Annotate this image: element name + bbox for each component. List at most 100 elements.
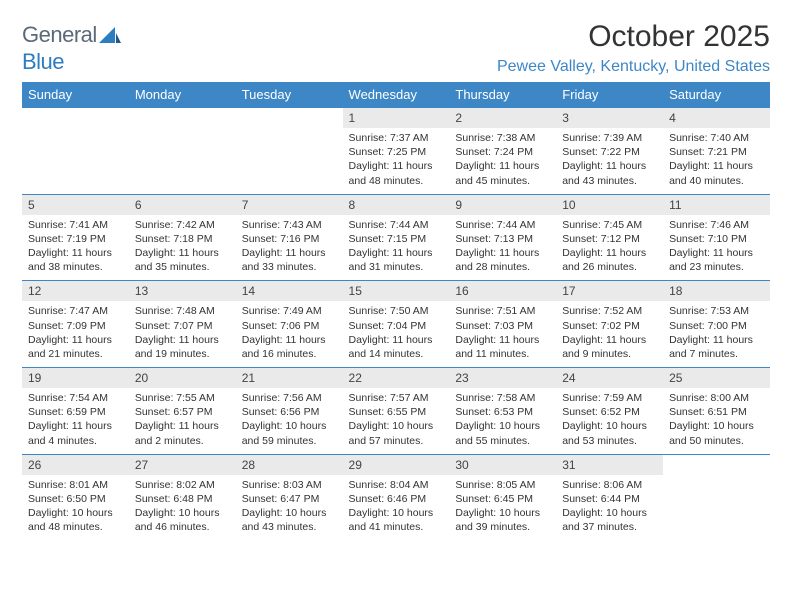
day-info-line: Daylight: 11 hours and 40 minutes.	[669, 159, 764, 187]
day-number-row: 567891011	[22, 194, 770, 215]
day-info-line: Sunset: 7:24 PM	[455, 145, 550, 159]
location-subtitle: Pewee Valley, Kentucky, United States	[497, 58, 770, 76]
day-info-line: Sunrise: 7:51 AM	[455, 304, 550, 318]
logo-sail-icon	[99, 23, 121, 49]
day-info-line: Daylight: 11 hours and 16 minutes.	[242, 333, 337, 361]
day-info-line: Daylight: 11 hours and 11 minutes.	[455, 333, 550, 361]
logo-word-1: General	[22, 22, 97, 47]
day-number-cell: 2	[449, 108, 556, 129]
day-number-cell: 30	[449, 454, 556, 475]
day-info-line: Daylight: 11 hours and 23 minutes.	[669, 246, 764, 274]
day-content-cell: Sunrise: 7:48 AMSunset: 7:07 PMDaylight:…	[129, 301, 236, 367]
day-number-row: 12131415161718	[22, 281, 770, 302]
title-block: October 2025 Pewee Valley, Kentucky, Uni…	[497, 18, 770, 76]
day-info-line: Sunrise: 7:53 AM	[669, 304, 764, 318]
day-number-cell: 8	[343, 194, 450, 215]
day-info-line: Daylight: 10 hours and 50 minutes.	[669, 419, 764, 447]
day-info-line: Daylight: 11 hours and 19 minutes.	[135, 333, 230, 361]
day-info-line: Sunrise: 8:06 AM	[562, 478, 657, 492]
day-info-line: Sunset: 7:25 PM	[349, 145, 444, 159]
day-info-line: Sunset: 7:03 PM	[455, 319, 550, 333]
day-content-cell: Sunrise: 7:53 AMSunset: 7:00 PMDaylight:…	[663, 301, 770, 367]
day-number-cell: 17	[556, 281, 663, 302]
day-number-cell: 20	[129, 368, 236, 389]
day-content-cell: Sunrise: 8:04 AMSunset: 6:46 PMDaylight:…	[343, 475, 450, 541]
day-info-line: Sunset: 6:56 PM	[242, 405, 337, 419]
day-info-line: Sunrise: 7:45 AM	[562, 218, 657, 232]
day-info-line: Sunrise: 7:56 AM	[242, 391, 337, 405]
day-info-line: Daylight: 11 hours and 48 minutes.	[349, 159, 444, 187]
day-info-line: Daylight: 10 hours and 48 minutes.	[28, 506, 123, 534]
day-info-line: Sunset: 6:47 PM	[242, 492, 337, 506]
day-info-line: Daylight: 10 hours and 53 minutes.	[562, 419, 657, 447]
day-number-cell	[663, 454, 770, 475]
day-content-cell: Sunrise: 8:01 AMSunset: 6:50 PMDaylight:…	[22, 475, 129, 541]
day-number-cell: 25	[663, 368, 770, 389]
day-info-line: Sunrise: 7:49 AM	[242, 304, 337, 318]
weekday-header-row: Sunday Monday Tuesday Wednesday Thursday…	[22, 82, 770, 108]
day-info-line: Sunrise: 8:05 AM	[455, 478, 550, 492]
day-content-cell: Sunrise: 7:55 AMSunset: 6:57 PMDaylight:…	[129, 388, 236, 454]
day-content-cell: Sunrise: 7:56 AMSunset: 6:56 PMDaylight:…	[236, 388, 343, 454]
day-info-line: Sunset: 7:10 PM	[669, 232, 764, 246]
day-content-cell: Sunrise: 8:00 AMSunset: 6:51 PMDaylight:…	[663, 388, 770, 454]
day-number-cell: 14	[236, 281, 343, 302]
day-number-row: 19202122232425	[22, 368, 770, 389]
day-number-cell: 29	[343, 454, 450, 475]
day-info-line: Sunrise: 7:39 AM	[562, 131, 657, 145]
header: General Blue October 2025 Pewee Valley, …	[22, 18, 770, 76]
day-info-line: Sunrise: 7:50 AM	[349, 304, 444, 318]
day-info-line: Sunrise: 7:42 AM	[135, 218, 230, 232]
weekday-header: Monday	[129, 82, 236, 108]
day-content-cell: Sunrise: 7:42 AMSunset: 7:18 PMDaylight:…	[129, 215, 236, 281]
day-content-cell: Sunrise: 7:38 AMSunset: 7:24 PMDaylight:…	[449, 128, 556, 194]
day-info-line: Sunrise: 7:38 AM	[455, 131, 550, 145]
day-number-cell: 9	[449, 194, 556, 215]
day-info-line: Daylight: 11 hours and 21 minutes.	[28, 333, 123, 361]
weekday-header: Sunday	[22, 82, 129, 108]
day-content-row: Sunrise: 7:41 AMSunset: 7:19 PMDaylight:…	[22, 215, 770, 281]
day-info-line: Sunset: 6:55 PM	[349, 405, 444, 419]
weekday-header: Friday	[556, 82, 663, 108]
day-info-line: Sunrise: 7:46 AM	[669, 218, 764, 232]
day-content-cell: Sunrise: 7:58 AMSunset: 6:53 PMDaylight:…	[449, 388, 556, 454]
day-info-line: Daylight: 10 hours and 39 minutes.	[455, 506, 550, 534]
day-content-cell: Sunrise: 7:59 AMSunset: 6:52 PMDaylight:…	[556, 388, 663, 454]
day-content-cell: Sunrise: 7:46 AMSunset: 7:10 PMDaylight:…	[663, 215, 770, 281]
day-info-line: Sunset: 7:19 PM	[28, 232, 123, 246]
day-info-line: Sunset: 7:02 PM	[562, 319, 657, 333]
day-number-cell: 11	[663, 194, 770, 215]
day-info-line: Sunset: 6:52 PM	[562, 405, 657, 419]
day-number-cell: 27	[129, 454, 236, 475]
weekday-header: Tuesday	[236, 82, 343, 108]
day-info-line: Daylight: 10 hours and 55 minutes.	[455, 419, 550, 447]
day-info-line: Sunset: 7:16 PM	[242, 232, 337, 246]
day-info-line: Sunset: 7:21 PM	[669, 145, 764, 159]
day-number-row: 262728293031	[22, 454, 770, 475]
day-info-line: Daylight: 11 hours and 26 minutes.	[562, 246, 657, 274]
day-content-cell: Sunrise: 7:41 AMSunset: 7:19 PMDaylight:…	[22, 215, 129, 281]
day-info-line: Sunset: 6:50 PM	[28, 492, 123, 506]
day-number-cell: 18	[663, 281, 770, 302]
day-content-cell: Sunrise: 7:54 AMSunset: 6:59 PMDaylight:…	[22, 388, 129, 454]
day-number-cell	[129, 108, 236, 129]
day-number-cell	[236, 108, 343, 129]
day-info-line: Sunrise: 7:48 AM	[135, 304, 230, 318]
day-content-row: Sunrise: 7:54 AMSunset: 6:59 PMDaylight:…	[22, 388, 770, 454]
day-content-cell: Sunrise: 8:02 AMSunset: 6:48 PMDaylight:…	[129, 475, 236, 541]
day-content-cell: Sunrise: 8:06 AMSunset: 6:44 PMDaylight:…	[556, 475, 663, 541]
day-number-cell: 13	[129, 281, 236, 302]
day-number-cell: 6	[129, 194, 236, 215]
day-content-cell: Sunrise: 8:03 AMSunset: 6:47 PMDaylight:…	[236, 475, 343, 541]
day-info-line: Daylight: 11 hours and 4 minutes.	[28, 419, 123, 447]
logo-word-2: Blue	[22, 49, 64, 74]
day-number-cell: 10	[556, 194, 663, 215]
day-info-line: Sunset: 7:04 PM	[349, 319, 444, 333]
day-info-line: Daylight: 10 hours and 46 minutes.	[135, 506, 230, 534]
day-info-line: Sunset: 6:53 PM	[455, 405, 550, 419]
day-info-line: Daylight: 10 hours and 37 minutes.	[562, 506, 657, 534]
day-info-line: Daylight: 10 hours and 59 minutes.	[242, 419, 337, 447]
day-content-cell: Sunrise: 7:40 AMSunset: 7:21 PMDaylight:…	[663, 128, 770, 194]
day-info-line: Sunset: 6:51 PM	[669, 405, 764, 419]
day-info-line: Sunrise: 7:47 AM	[28, 304, 123, 318]
